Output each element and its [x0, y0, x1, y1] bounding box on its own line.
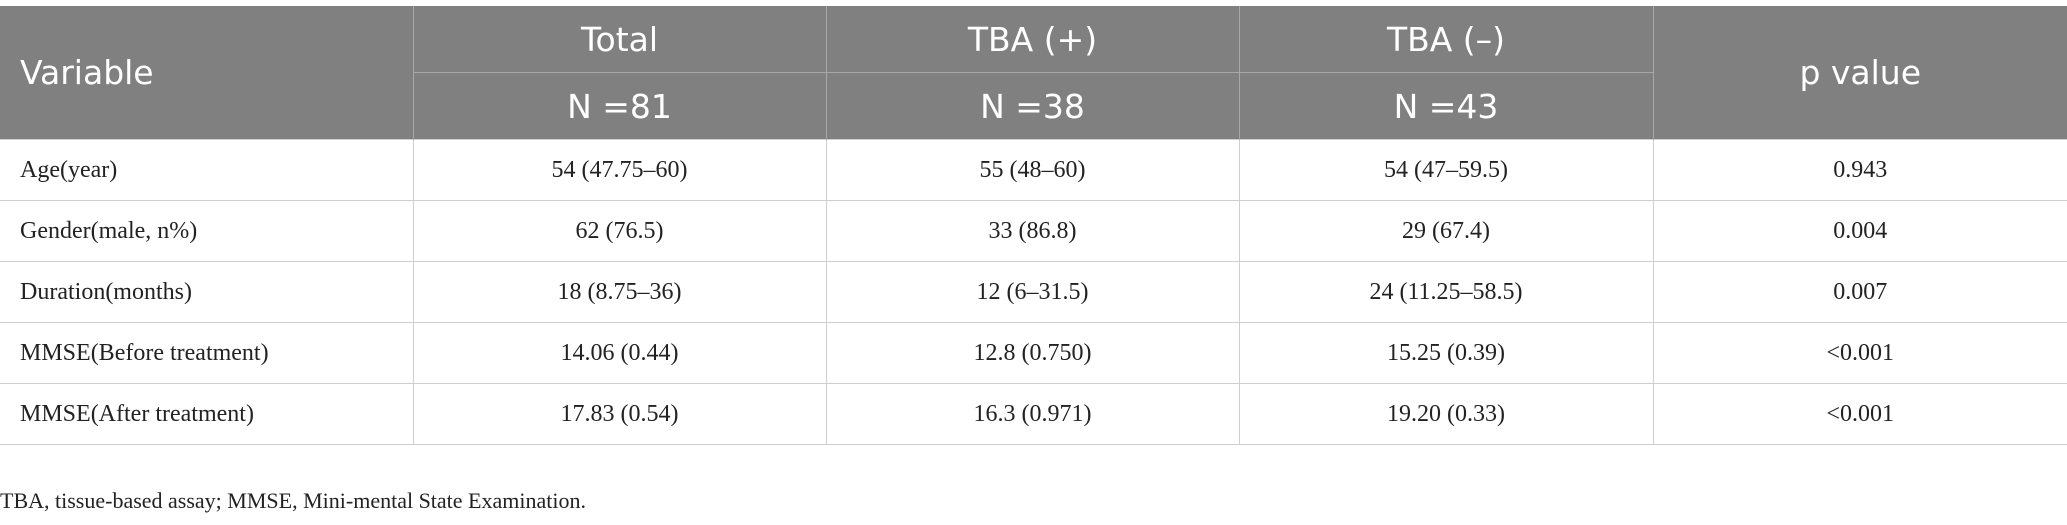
header-cell: Total — [412, 6, 826, 73]
header-cell: N =43 — [1238, 72, 1653, 140]
data-table: Variable Total TBA (+) TBA (–) p value N =81 N… — [0, 6, 2067, 445]
header-cell: p value — [1652, 6, 2067, 140]
table-cell: Age(year) — [0, 139, 414, 201]
table-row: Duration(months) 18 (8.75–36) 12 (6–31.5) 2… — [0, 261, 2067, 323]
table-cell: 17.83 (0.54) — [412, 383, 827, 445]
table-cell: Gender(male, n%) — [0, 200, 414, 262]
table-header: Variable Total TBA (+) TBA (–) p value N =81 N… — [0, 6, 2067, 140]
header-cell: Variable — [0, 6, 413, 140]
table-cell: 24 (11.25–58.5) — [1238, 261, 1654, 323]
table-cell: 29 (67.4) — [1238, 200, 1654, 262]
header-cell: TBA (+) — [825, 6, 1239, 73]
table-row: MMSE(Before treatment) 14.06 (0.44) 12.8 (… — [0, 322, 2067, 384]
table-cell: 14.06 (0.44) — [412, 322, 827, 384]
table-row: MMSE(After treatment) 17.83 (0.54) 16.3 (0… — [0, 383, 2067, 445]
footnote: TBA, tissue-based assay; MMSE, Mini-ment… — [0, 488, 586, 513]
header-cell: N =81 — [412, 72, 826, 140]
header-cell: N =38 — [825, 72, 1239, 140]
table-cell: MMSE(Before treatment) — [0, 322, 414, 384]
table-cell: 0.943 — [1652, 139, 2067, 201]
table-cell: 54 (47–59.5) — [1238, 139, 1654, 201]
table-cell: 16.3 (0.971) — [825, 383, 1240, 445]
table-cell: 55 (48–60) — [825, 139, 1240, 201]
table-cell: Duration(months) — [0, 261, 414, 323]
table-cell: <0.001 — [1652, 322, 2067, 384]
table-cell: 62 (76.5) — [412, 200, 827, 262]
header-row: Variable Total TBA (+) TBA (–) p value — [0, 6, 2067, 140]
table-cell: 12.8 (0.750) — [825, 322, 1240, 384]
table-cell: 18 (8.75–36) — [412, 261, 827, 323]
header-row: N =81 N =38 N =43 — [0, 72, 2067, 140]
table-cell: 19.20 (0.33) — [1238, 383, 1654, 445]
table-row: Gender(male, n%) 62 (76.5) 33 (86.8) 29 (67… — [0, 200, 2067, 262]
table-row: Age(year) 54 (47.75–60) 55 (48–60) 54 (47–5… — [0, 139, 2067, 201]
table-body: Age(year) 54 (47.75–60) 55 (48–60) 54 (47–5… — [0, 139, 2067, 445]
table-cell: 33 (86.8) — [825, 200, 1240, 262]
table-cell: 54 (47.75–60) — [412, 139, 827, 201]
table-cell: 0.004 — [1652, 200, 2067, 262]
table-cell: 15.25 (0.39) — [1238, 322, 1654, 384]
table-cell: 12 (6–31.5) — [825, 261, 1240, 323]
header-cell: TBA (–) — [1238, 6, 1653, 73]
table-cell: 0.007 — [1652, 261, 2067, 323]
table-cell: <0.001 — [1652, 383, 2067, 445]
table-cell: MMSE(After treatment) — [0, 383, 414, 445]
